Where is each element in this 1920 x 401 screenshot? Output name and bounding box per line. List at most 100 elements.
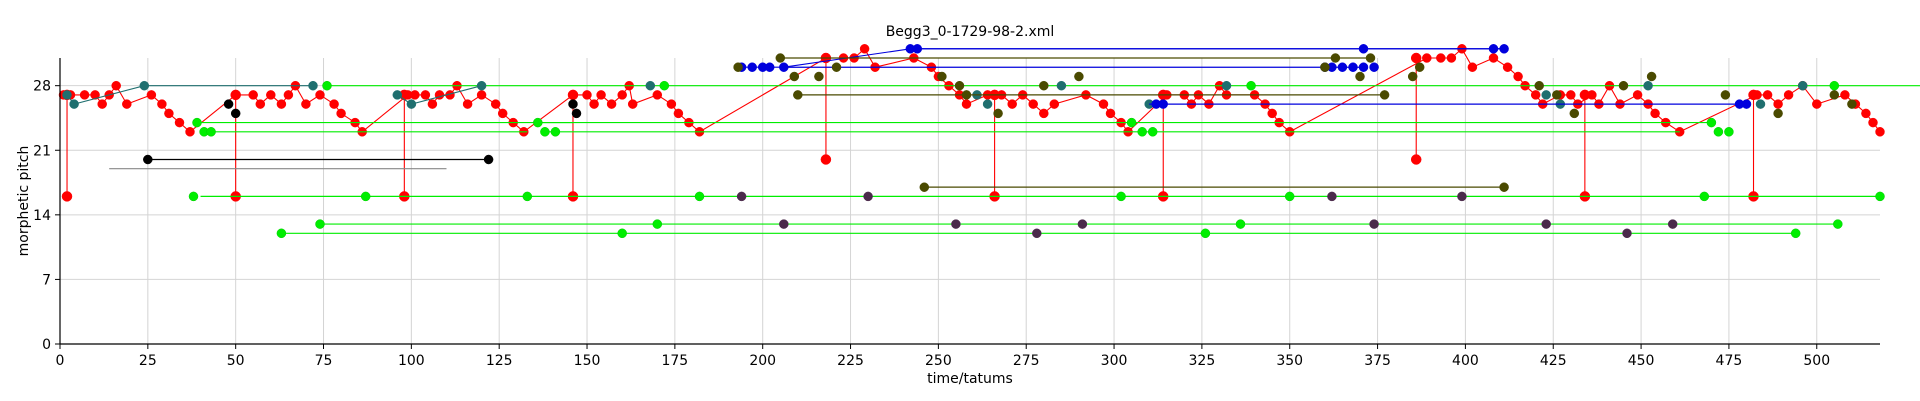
data-point-red <box>589 99 599 109</box>
data-point-red <box>1566 90 1576 100</box>
data-point-red <box>666 99 677 109</box>
data-point-blue <box>747 62 757 72</box>
data-layer <box>58 44 1920 239</box>
data-point-teal <box>1643 80 1653 91</box>
x-tick-label: 350 <box>1276 353 1303 369</box>
data-point-purple <box>1457 191 1467 202</box>
data-point-teal <box>406 99 417 109</box>
data-point-green <box>1147 127 1158 137</box>
data-point-blue <box>764 62 775 72</box>
data-point-olive <box>1618 80 1629 91</box>
data-point-purple <box>1622 228 1632 239</box>
data-point-green <box>1116 191 1126 202</box>
data-point-purple <box>1032 228 1042 239</box>
data-point-green <box>192 117 202 128</box>
data-point-teal <box>982 99 993 109</box>
data-point-red <box>164 108 174 119</box>
data-point-green <box>1137 127 1147 137</box>
data-point-green <box>1790 228 1801 239</box>
data-point-purple <box>951 219 961 229</box>
data-point-green <box>652 219 663 229</box>
data-point-red <box>859 44 870 54</box>
x-tick-label: 25 <box>139 353 157 369</box>
data-point-green <box>1833 219 1843 229</box>
data-point-blue <box>1348 62 1358 72</box>
data-point-green <box>1246 80 1256 91</box>
data-point-olive <box>1534 80 1544 91</box>
data-point-black <box>230 108 241 119</box>
data-point-red <box>652 90 663 100</box>
data-point-red <box>1812 99 1822 109</box>
data-point-olive <box>1773 108 1783 119</box>
data-point-red <box>336 108 346 119</box>
data-point-blue <box>1369 62 1379 72</box>
data-point-red <box>1875 127 1885 137</box>
data-point-olive <box>1646 71 1657 82</box>
data-point-red <box>673 108 684 119</box>
x-tick-label: 225 <box>837 353 864 369</box>
data-point-red <box>497 108 508 119</box>
data-point-teal <box>1755 99 1766 109</box>
data-point-red <box>1105 108 1116 119</box>
data-point-green <box>617 228 627 239</box>
data-point-black <box>568 99 578 109</box>
data-point-olive <box>1355 71 1365 82</box>
data-point-blue <box>1158 99 1168 109</box>
data-point-blue <box>1337 62 1348 72</box>
data-point-red <box>276 99 287 109</box>
x-tick-label: 400 <box>1452 353 1479 369</box>
data-point-teal <box>1541 90 1551 100</box>
data-point-purple <box>736 191 747 202</box>
data-point-purple <box>1667 219 1678 229</box>
data-point-olive <box>1407 71 1418 82</box>
data-point-red <box>1650 108 1660 119</box>
x-tick-label: 0 <box>56 353 65 369</box>
data-point-olive <box>1414 62 1425 72</box>
data-point-green <box>1724 127 1734 137</box>
data-point-teal <box>1797 80 1808 91</box>
data-point-red <box>1410 154 1422 165</box>
x-tick-label: 450 <box>1628 353 1655 369</box>
data-point-olive <box>1074 71 1084 82</box>
data-point-green <box>315 219 325 229</box>
data-point-purple <box>1077 219 1088 229</box>
data-point-red <box>1868 117 1878 128</box>
data-point-red <box>283 90 294 100</box>
x-tick-label: 75 <box>315 353 333 369</box>
series-line-teal <box>66 85 313 105</box>
data-point-red <box>1267 108 1277 119</box>
data-point-red <box>1632 90 1643 100</box>
data-point-green <box>276 228 287 239</box>
data-point-olive <box>1847 99 1857 109</box>
data-point-red <box>1502 62 1513 72</box>
data-point-purple <box>863 191 873 202</box>
data-point-olive <box>814 71 824 82</box>
data-point-olive <box>733 62 743 72</box>
data-point-teal <box>645 80 656 91</box>
data-point-red <box>157 99 167 109</box>
data-point-red <box>329 99 339 109</box>
data-point-olive <box>937 71 947 82</box>
data-point-red <box>1446 53 1457 63</box>
x-tick-label: 475 <box>1716 353 1743 369</box>
data-point-red <box>301 99 311 109</box>
data-point-red <box>1467 62 1478 72</box>
data-point-red <box>490 99 501 109</box>
data-point-red <box>315 90 325 100</box>
data-point-red <box>427 99 438 109</box>
data-point-red <box>111 80 121 91</box>
data-point-red <box>122 99 132 109</box>
data-point-red <box>410 90 420 100</box>
data-point-green <box>550 127 561 137</box>
data-point-green <box>1126 117 1137 128</box>
data-point-red <box>79 90 90 100</box>
data-point-red <box>567 89 579 101</box>
data-point-teal <box>1221 80 1232 91</box>
data-point-red <box>420 90 431 100</box>
data-point-red <box>1530 90 1541 100</box>
data-point-red <box>146 90 157 100</box>
y-tick-label: 21 <box>33 143 51 159</box>
data-point-red <box>1840 90 1850 100</box>
data-point-red <box>185 127 195 137</box>
